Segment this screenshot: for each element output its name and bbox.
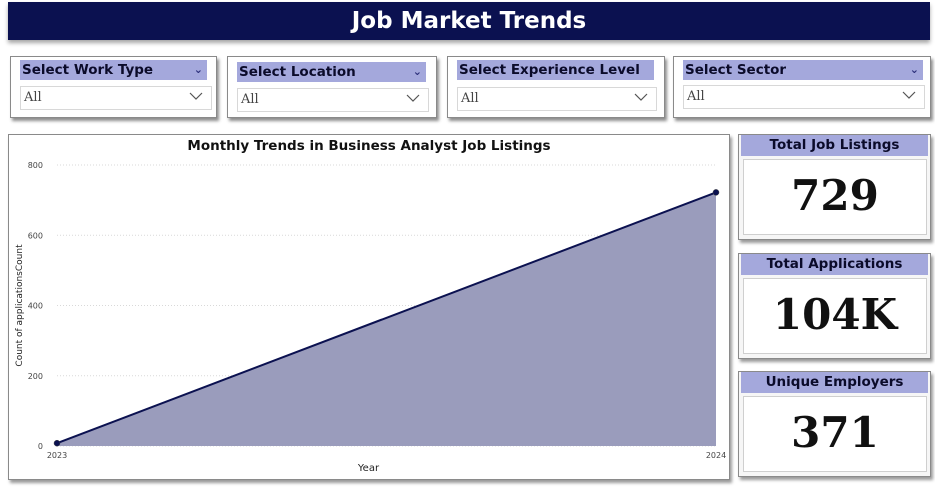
y-tick-label: 0 [38, 442, 43, 451]
chevron-down-icon [406, 94, 420, 102]
chevron-down-icon [902, 91, 916, 99]
x-axis-title: Year [357, 463, 380, 474]
slicer-location: Select Location ⌄ All [227, 56, 437, 118]
slicer-work-type: Select Work Type ⌄ All [10, 56, 217, 118]
experience-level-selected-value: All [461, 91, 479, 106]
kpi-unique-employers-value: 371 [791, 408, 879, 457]
x-tick-label: 2024 [706, 451, 726, 460]
chevron-down-icon [634, 93, 648, 101]
dashboard-header: Job Market Trends [8, 2, 930, 40]
kpi-total-applications-box: 104K [743, 278, 927, 354]
kpi-total-job-listings-label: Total Job Listings [741, 135, 928, 156]
x-tick-label: 2023 [47, 451, 67, 460]
slicer-experience-level: Select Experience Level All [447, 56, 665, 118]
location-dropdown[interactable]: All [237, 88, 429, 112]
kpi-total-applications: Total Applications 104K [738, 253, 931, 359]
series-line [56, 191, 717, 445]
sector-dropdown[interactable]: All [683, 85, 925, 109]
work-type-dropdown[interactable]: All [20, 86, 212, 110]
chevron-down-icon[interactable]: ⌄ [412, 65, 422, 78]
slicer-experience-level-header[interactable]: Select Experience Level [457, 60, 654, 80]
chevron-down-icon[interactable]: ⌄ [193, 63, 203, 76]
sector-selected-value: All [687, 89, 705, 104]
location-selected-value: All [241, 92, 259, 107]
slicer-sector: Select Sector ⌄ All [673, 56, 931, 118]
data-point [712, 189, 720, 196]
experience-level-dropdown[interactable]: All [457, 87, 657, 111]
data-point [53, 439, 61, 447]
chevron-down-icon[interactable]: ⌄ [909, 63, 919, 76]
y-tick-label: 600 [28, 231, 43, 240]
kpi-unique-employers-box: 371 [743, 396, 927, 472]
kpi-total-applications-value: 104K [772, 290, 898, 339]
chevron-down-icon [189, 92, 203, 100]
page-title: Job Market Trends [351, 8, 587, 34]
kpi-unique-employers: Unique Employers 371 [738, 371, 931, 477]
y-tick-label: 400 [28, 302, 43, 311]
y-tick-label: 200 [28, 372, 43, 381]
slicer-experience-level-label: Select Experience Level [459, 62, 640, 78]
area-chart[interactable]: 0 200 400 600 800 2023 2024 Year Count of applic… [9, 135, 729, 479]
kpi-unique-employers-label: Unique Employers [741, 372, 928, 393]
y-axis-title: Count of applicationsCount [15, 244, 25, 367]
kpi-total-applications-label: Total Applications [741, 254, 928, 275]
slicer-location-label: Select Location [239, 64, 356, 80]
slicer-sector-header[interactable]: Select Sector ⌄ [683, 60, 923, 80]
kpi-total-job-listings: Total Job Listings 729 [738, 134, 931, 240]
area-chart-card: Monthly Trends in Business Analyst Job L… [8, 134, 730, 480]
slicer-location-header[interactable]: Select Location ⌄ [237, 62, 426, 82]
chart-title: Monthly Trends in Business Analyst Job L… [187, 138, 551, 154]
slicer-sector-label: Select Sector [685, 62, 787, 78]
kpi-total-job-listings-value: 729 [791, 171, 879, 220]
slicer-work-type-label: Select Work Type [22, 62, 154, 78]
kpi-total-job-listings-box: 729 [743, 159, 927, 235]
y-tick-label: 800 [28, 161, 43, 170]
slicer-work-type-header[interactable]: Select Work Type ⌄ [20, 60, 207, 80]
work-type-selected-value: All [24, 90, 42, 105]
